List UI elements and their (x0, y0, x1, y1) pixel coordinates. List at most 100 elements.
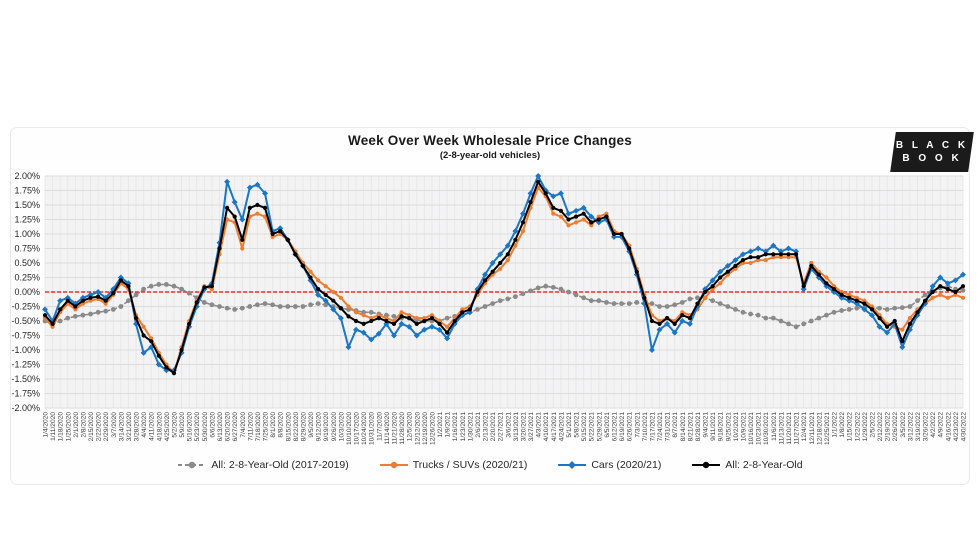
svg-text:-1.75%: -1.75% (11, 389, 40, 399)
svg-text:4/3/2021: 4/3/2021 (536, 412, 543, 438)
svg-text:-0.75%: -0.75% (11, 331, 40, 341)
svg-text:0.00%: 0.00% (14, 287, 40, 297)
svg-text:8/22/2020: 8/22/2020 (293, 412, 300, 442)
svg-text:8/7/2021: 8/7/2021 (672, 412, 679, 438)
svg-text:4/2/2022: 4/2/2022 (930, 412, 937, 438)
svg-text:1.00%: 1.00% (14, 229, 40, 239)
svg-text:4/18/2020: 4/18/2020 (156, 412, 163, 442)
svg-text:1/30/2021: 1/30/2021 (467, 412, 474, 442)
svg-text:2/29/2020: 2/29/2020 (103, 412, 110, 442)
svg-text:1/8/2022: 1/8/2022 (839, 412, 846, 438)
svg-text:7/25/2020: 7/25/2020 (263, 412, 270, 442)
svg-text:3/13/2021: 3/13/2021 (513, 412, 520, 442)
svg-text:2/13/2021: 2/13/2021 (483, 412, 490, 442)
svg-text:4/30/2022: 4/30/2022 (961, 412, 968, 442)
chart-title: Week Over Week Wholesale Price Changes (348, 133, 632, 148)
svg-text:4/10/2021: 4/10/2021 (543, 412, 550, 442)
svg-text:9/4/2021: 9/4/2021 (703, 412, 710, 438)
svg-text:5/15/2021: 5/15/2021 (581, 412, 588, 442)
svg-text:1/29/2022: 1/29/2022 (862, 412, 869, 442)
svg-text:2/5/2022: 2/5/2022 (869, 412, 876, 438)
svg-text:2/20/2021: 2/20/2021 (490, 412, 497, 442)
legend-label-trucks-suvs: Trucks / SUVs (2020/21) (412, 459, 528, 471)
svg-text:3/5/2022: 3/5/2022 (900, 412, 907, 438)
svg-text:9/18/2021: 9/18/2021 (718, 412, 725, 442)
svg-text:7/4/2020: 7/4/2020 (240, 412, 247, 438)
svg-text:4/25/2020: 4/25/2020 (164, 412, 171, 442)
y-axis-labels: 2.00% 1.75% 1.50% 1.25% 1.00% 0.75% 0.50% 0.25%… (11, 171, 40, 413)
x-axis-labels: 1/4/2020 1/11/2020 1/18/2020 1/25/2020 2/1/2… (43, 412, 968, 445)
svg-text:1/9/2021: 1/9/2021 (445, 412, 452, 438)
legend-marker-all-2020-21 (692, 461, 721, 469)
svg-text:5/2/2020: 5/2/2020 (171, 412, 178, 438)
svg-text:11/14/2020: 11/14/2020 (384, 412, 391, 445)
svg-text:5/16/2020: 5/16/2020 (187, 412, 194, 442)
svg-text:1/22/2022: 1/22/2022 (854, 412, 861, 442)
legend-label-all-2020-21: All: 2-8-Year-Old (725, 459, 803, 471)
svg-text:3/12/2022: 3/12/2022 (907, 412, 914, 442)
svg-text:9/11/2021: 9/11/2021 (710, 412, 717, 441)
legend-marker-cars (558, 461, 587, 469)
svg-text:3/20/2021: 3/20/2021 (520, 412, 527, 442)
svg-text:1/15/2022: 1/15/2022 (847, 412, 854, 442)
svg-text:10/2/2021: 10/2/2021 (733, 412, 740, 442)
svg-text:4/11/2020: 4/11/2020 (149, 412, 156, 441)
svg-text:11/13/2021: 11/13/2021 (778, 412, 785, 445)
svg-text:1/25/2020: 1/25/2020 (65, 412, 72, 442)
svg-text:12/4/2021: 12/4/2021 (801, 412, 808, 442)
svg-text:11/27/2021: 11/27/2021 (794, 412, 801, 445)
svg-text:8/21/2021: 8/21/2021 (687, 412, 694, 442)
svg-text:12/12/2020: 12/12/2020 (414, 412, 421, 445)
svg-text:4/9/2022: 4/9/2022 (938, 412, 945, 438)
svg-text:12/26/2020: 12/26/2020 (429, 412, 436, 445)
svg-text:5/9/2020: 5/9/2020 (179, 412, 186, 438)
svg-text:3/6/2021: 3/6/2021 (505, 412, 512, 438)
svg-text:5/29/2021: 5/29/2021 (596, 412, 603, 442)
svg-text:2/12/2022: 2/12/2022 (877, 412, 884, 442)
svg-text:-1.50%: -1.50% (11, 374, 40, 384)
svg-text:9/5/2020: 9/5/2020 (308, 412, 315, 438)
svg-text:6/19/2021: 6/19/2021 (619, 412, 626, 442)
svg-text:10/9/2021: 10/9/2021 (740, 412, 747, 442)
svg-text:8/29/2020: 8/29/2020 (300, 412, 307, 442)
svg-text:1.75%: 1.75% (14, 186, 40, 196)
svg-text:8/15/2020: 8/15/2020 (285, 412, 292, 442)
svg-text:12/11/2021: 12/11/2021 (809, 412, 816, 445)
svg-text:0.75%: 0.75% (14, 244, 40, 254)
svg-text:-2.00%: -2.00% (11, 403, 40, 413)
svg-text:10/31/2020: 10/31/2020 (369, 412, 376, 445)
svg-text:4/24/2021: 4/24/2021 (558, 412, 565, 442)
svg-text:3/27/2021: 3/27/2021 (528, 412, 535, 442)
svg-text:5/1/2021: 5/1/2021 (566, 412, 573, 438)
svg-text:2/1/2020: 2/1/2020 (73, 412, 80, 438)
svg-text:1.25%: 1.25% (14, 215, 40, 225)
legend-item-all-2020-21: All: 2-8-Year-Old (691, 459, 803, 471)
svg-text:2.00%: 2.00% (14, 171, 40, 181)
svg-text:10/16/2021: 10/16/2021 (748, 412, 755, 445)
svg-text:7/24/2021: 7/24/2021 (657, 412, 664, 442)
svg-text:2/27/2021: 2/27/2021 (498, 412, 505, 442)
svg-text:-1.25%: -1.25% (11, 360, 40, 370)
svg-text:10/24/2020: 10/24/2020 (361, 412, 368, 445)
svg-text:11/21/2020: 11/21/2020 (391, 412, 398, 445)
svg-text:-0.25%: -0.25% (11, 302, 40, 312)
svg-text:2/19/2022: 2/19/2022 (885, 412, 892, 442)
series-all-2020-21-line (44, 180, 964, 375)
svg-text:2/22/2020: 2/22/2020 (96, 412, 103, 442)
svg-text:2/26/2022: 2/26/2022 (892, 412, 899, 442)
svg-text:4/16/2022: 4/16/2022 (945, 412, 952, 442)
svg-text:1.50%: 1.50% (14, 200, 40, 210)
svg-text:5/22/2021: 5/22/2021 (589, 412, 596, 442)
svg-text:12/25/2021: 12/25/2021 (824, 412, 831, 445)
svg-text:12/5/2020: 12/5/2020 (407, 412, 414, 442)
svg-text:10/30/2021: 10/30/2021 (763, 412, 770, 445)
svg-text:9/12/2020: 9/12/2020 (316, 412, 323, 442)
svg-text:2/15/2020: 2/15/2020 (88, 412, 95, 442)
svg-text:6/12/2021: 6/12/2021 (612, 412, 619, 442)
svg-text:-1.00%: -1.00% (11, 345, 40, 355)
svg-text:8/8/2020: 8/8/2020 (278, 412, 285, 438)
svg-text:8/28/2021: 8/28/2021 (695, 412, 702, 442)
svg-text:1/16/2021: 1/16/2021 (452, 412, 459, 442)
